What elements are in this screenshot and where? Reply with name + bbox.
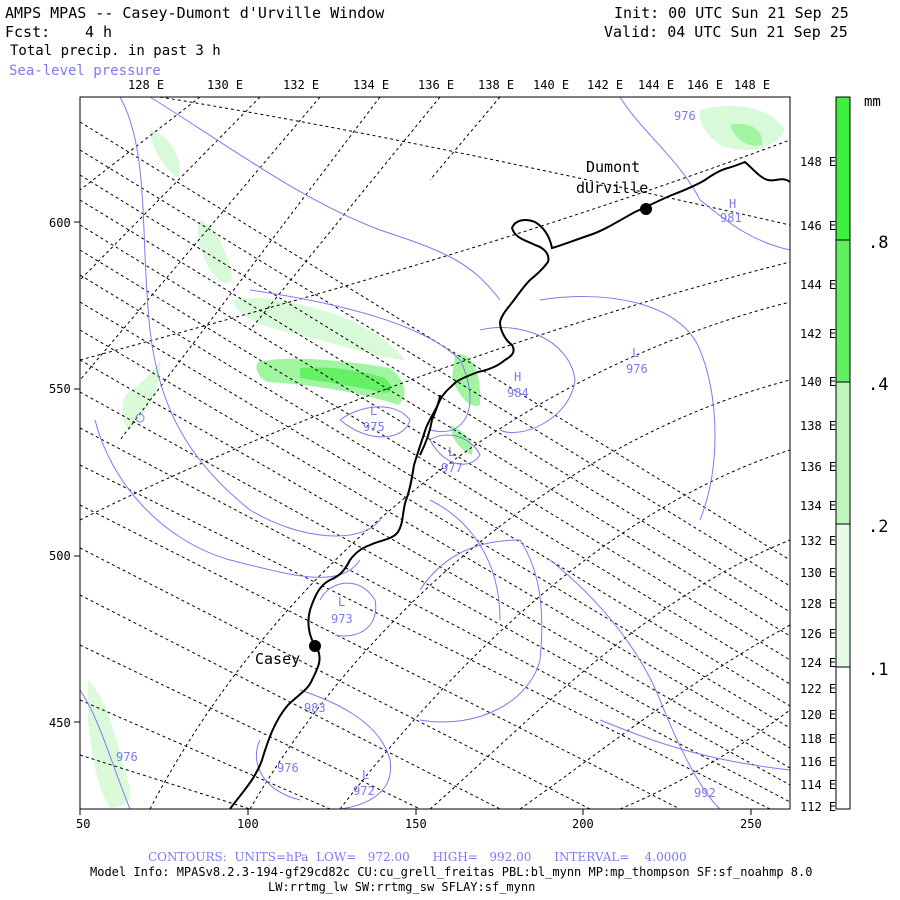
dumont-durville-marker (640, 203, 652, 215)
field-label: Total precip. in past 3 h (10, 43, 221, 59)
colorbar-unit: mm (864, 94, 881, 110)
lon-label: 138 E (800, 419, 836, 433)
model-info: Model Info: MPASv8.2.3-194-gf29cd82c CU:… (90, 865, 813, 879)
lon-label: 142 E (800, 327, 836, 341)
x-tick: 50 (76, 817, 90, 831)
lon-label: 128 E (800, 597, 836, 611)
lon-label: 148 E (800, 155, 836, 169)
slp-label: 992 (694, 786, 716, 800)
y-tick-marks (74, 221, 80, 723)
lon-label: 140 E (800, 375, 836, 389)
y-tick: 600 (49, 216, 71, 230)
colorbar-level: .8 (868, 233, 888, 253)
lon-label: 124 E (800, 656, 836, 670)
y-tick: 550 (49, 382, 71, 396)
colorbar-level: .2 (868, 517, 888, 537)
hl-mark: H (514, 370, 521, 384)
lon-label: 146 E (687, 78, 723, 92)
station-markers (309, 203, 652, 652)
casey-marker (309, 640, 321, 652)
hl-mark: L (448, 445, 455, 459)
x-tick-marks (79, 809, 752, 815)
hl-mark: H (729, 197, 736, 211)
precip-shading (88, 106, 785, 808)
hl-mark: L (338, 595, 345, 609)
x-tick: 250 (740, 817, 762, 831)
lon-label: 138 E (478, 78, 514, 92)
fcst-value: 4 h (85, 23, 113, 41)
x-tick: 100 (237, 817, 259, 831)
right-lon-labels: 148 E 146 E 144 E 142 E 140 E 138 E 136 … (800, 155, 836, 814)
colorbar-level: .1 (868, 660, 888, 680)
lon-label: 116 E (800, 755, 836, 769)
colorbar-segment (836, 382, 850, 524)
slp-label: 976 (674, 109, 696, 123)
hl-mark: L (362, 768, 369, 782)
y-tick: 500 (49, 549, 71, 563)
station-name-durville: dUrville (576, 179, 648, 197)
hl-mark: L (632, 346, 639, 360)
lon-label: 144 E (638, 78, 674, 92)
valid-time: Valid: 04 UTC Sun 21 Sep 25 (604, 23, 848, 41)
contour-info: CONTOURS: UNITS=hPa LOW= 972.00 HIGH= 99… (148, 850, 687, 864)
slp-label: 977 (441, 461, 463, 475)
slp-label: 984 (507, 386, 529, 400)
lon-label: 142 E (587, 78, 623, 92)
colorbar-segment (836, 667, 850, 809)
slp-label: 983 (304, 701, 326, 715)
colorbar-segment (836, 97, 850, 240)
graticule (79, 96, 791, 810)
slp-label: 973 (331, 612, 353, 626)
lon-label: 122 E (800, 682, 836, 696)
x-tick: 200 (572, 817, 594, 831)
slp-label: 976 (277, 761, 299, 775)
lon-label: 120 E (800, 708, 836, 722)
plot-frame (79, 96, 791, 810)
colorbar-level: .4 (868, 375, 888, 395)
lon-label: 112 E (800, 800, 836, 814)
hl-mark: L (370, 404, 377, 418)
colorbar-segment (836, 524, 850, 667)
top-lon-labels: 128 E 130 E 132 E 134 E 136 E 138 E 140 … (128, 78, 770, 92)
lon-label: 130 E (207, 78, 243, 92)
lon-label: 130 E (800, 566, 836, 580)
overlay-label: Sea-level pressure (9, 63, 161, 79)
map-title: AMPS MPAS -- Casey-Dumont d'Urville Wind… (5, 4, 385, 22)
lon-label: 126 E (800, 627, 836, 641)
lon-label: 132 E (800, 534, 836, 548)
lon-label: 136 E (418, 78, 454, 92)
slp-label: 981 (720, 211, 742, 225)
model-info-2: LW:rrtmg_lw SW:rrtmg_sw SFLAY:sf_mynn (268, 880, 536, 894)
lon-label: 134 E (353, 78, 389, 92)
station-name-casey: Casey (255, 650, 300, 668)
y-tick: 450 (49, 716, 71, 730)
y-tick-labels: 600 550 500 450 (49, 216, 71, 730)
colorbar (835, 96, 851, 810)
lon-label: 132 E (283, 78, 319, 92)
lon-label: 146 E (800, 219, 836, 233)
station-name-dumont: Dumont (586, 158, 640, 176)
slp-label: 975 (363, 420, 385, 434)
x-tick: 150 (405, 817, 427, 831)
lon-label: 136 E (800, 460, 836, 474)
slp-label: 972 (353, 784, 375, 798)
lon-label: 114 E (800, 778, 836, 792)
slp-label: 976 (116, 750, 138, 764)
init-time: Init: 00 UTC Sun 21 Sep 25 (614, 4, 849, 22)
colorbar-segment (836, 240, 850, 382)
lon-label: 128 E (128, 78, 164, 92)
lon-label: 148 E (734, 78, 770, 92)
coastline (229, 160, 791, 810)
lon-label: 144 E (800, 278, 836, 292)
x-tick-labels: 50 100 150 200 250 (76, 817, 762, 831)
fcst-label: Fcst: (5, 23, 51, 41)
slp-label: 976 (626, 362, 648, 376)
slp-contours (79, 96, 791, 810)
lon-label: 134 E (800, 499, 836, 513)
lon-label: 140 E (533, 78, 569, 92)
lon-label: 118 E (800, 732, 836, 746)
pressure-labels: 976 981 976 984 975 977 973 983 976 976 … (116, 109, 742, 800)
